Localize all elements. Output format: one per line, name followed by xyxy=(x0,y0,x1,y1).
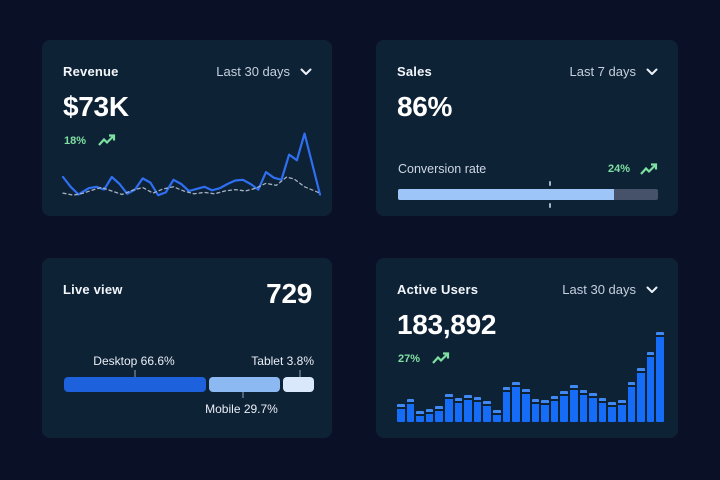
chart-bar xyxy=(637,368,645,422)
active-users-range-label: Last 30 days xyxy=(562,282,636,297)
chart-bar xyxy=(598,397,607,422)
chart-bar xyxy=(579,389,588,422)
revenue-card: Revenue Last 30 days $73K 18% xyxy=(42,40,332,216)
chart-bar xyxy=(560,390,568,422)
sales-card-header: Sales Last 7 days xyxy=(376,40,678,79)
conversion-progress-fill xyxy=(398,189,614,200)
conversion-progress-bar xyxy=(398,181,658,208)
device-guide-ticks-top xyxy=(64,368,314,377)
active-users-range-dropdown[interactable]: Last 30 days xyxy=(562,282,658,297)
live-view-card-title: Live view xyxy=(63,282,123,297)
sales-value: 86% xyxy=(397,91,453,122)
mobile-share-label: Mobile 29.7% xyxy=(205,402,278,416)
conversion-rate-block: Conversion rate 24% xyxy=(398,162,658,208)
chart-bar xyxy=(627,381,636,422)
chart-bar xyxy=(646,351,655,422)
chart-bar xyxy=(512,382,520,422)
chevron-down-icon xyxy=(300,68,312,75)
mobile-segment xyxy=(208,377,280,392)
active-users-delta-value: 27% xyxy=(398,352,421,365)
sales-delta-value: 24% xyxy=(607,163,630,175)
trending-up-icon xyxy=(98,134,116,147)
revenue-line-svg xyxy=(61,132,322,197)
chart-bar xyxy=(435,405,444,422)
chart-bar xyxy=(589,393,597,422)
chart-bar xyxy=(454,397,463,422)
active-users-bar-chart xyxy=(397,330,665,422)
live-view-card: Live view 729 Desktop 66.6% Tablet 3.8% … xyxy=(42,258,332,438)
chart-bar xyxy=(493,410,501,422)
progress-marker-top xyxy=(548,181,551,186)
chart-bar xyxy=(397,404,405,422)
desktop-segment xyxy=(64,377,206,392)
device-bottom-labels: Mobile 29.7% xyxy=(64,402,314,416)
progress-marker-bottom xyxy=(548,203,551,208)
chart-bar xyxy=(608,402,617,422)
line-series-previous xyxy=(62,176,321,196)
chevron-down-icon xyxy=(646,68,658,75)
chart-bar xyxy=(502,386,511,422)
revenue-line-chart xyxy=(61,124,322,202)
chart-bar xyxy=(464,395,472,422)
line-series-current xyxy=(61,132,322,197)
live-view-value: 729 xyxy=(266,278,312,309)
trending-up-icon xyxy=(640,162,658,175)
chart-bar xyxy=(656,332,665,422)
desktop-share-label: Desktop 66.6% xyxy=(93,354,175,368)
revenue-value: $73K xyxy=(63,91,129,122)
active-users-value: 183,892 xyxy=(397,309,497,340)
revenue-card-header: Revenue Last 30 days xyxy=(42,40,332,79)
tablet-share-label: Tablet 3.8% xyxy=(251,354,314,368)
active-users-card: Active Users Last 30 days 183,892 27% xyxy=(376,258,678,438)
chart-bar xyxy=(521,388,530,422)
tablet-segment xyxy=(282,377,314,392)
revenue-range-dropdown[interactable]: Last 30 days xyxy=(216,64,312,79)
chart-bar xyxy=(473,396,482,422)
chart-bar xyxy=(550,395,559,422)
tablet-guide-tick xyxy=(299,370,301,377)
chart-bar xyxy=(618,399,626,422)
chart-bar xyxy=(406,398,415,422)
sales-range-label: Last 7 days xyxy=(569,64,637,79)
revenue-range-label: Last 30 days xyxy=(216,64,290,79)
chart-bar xyxy=(569,385,578,422)
device-segmented-bar xyxy=(64,377,314,392)
sales-range-dropdown[interactable]: Last 7 days xyxy=(570,64,659,79)
active-users-card-header: Active Users Last 30 days xyxy=(376,258,678,297)
device-top-labels: Desktop 66.6% Tablet 3.8% xyxy=(64,354,314,368)
chart-bar xyxy=(541,400,549,422)
sales-card-title: Sales xyxy=(397,64,432,79)
chart-bar xyxy=(483,401,492,422)
active-users-delta: 27% xyxy=(376,339,678,365)
revenue-delta-value: 18% xyxy=(64,134,87,147)
device-guide-ticks-bottom xyxy=(64,392,314,400)
sales-card: Sales Last 7 days 86% Conversion rate 24… xyxy=(376,40,678,216)
live-view-card-header: Live view 729 xyxy=(42,258,332,308)
chart-bar xyxy=(531,398,540,422)
chevron-down-icon xyxy=(646,286,658,293)
desktop-guide-tick xyxy=(134,370,136,377)
revenue-card-title: Revenue xyxy=(63,64,119,79)
chart-bar xyxy=(445,394,453,422)
chart-bar xyxy=(425,409,434,422)
conversion-rate-header: Conversion rate 24% xyxy=(398,162,658,176)
active-users-card-title: Active Users xyxy=(397,282,479,297)
chart-bar xyxy=(416,411,424,422)
mobile-guide-tick xyxy=(241,392,244,398)
trending-up-icon xyxy=(432,352,450,365)
revenue-delta: 18% xyxy=(42,121,332,147)
device-breakdown-chart: Desktop 66.6% Tablet 3.8% Mobile 29.7% xyxy=(64,354,314,416)
conversion-rate-label: Conversion rate xyxy=(398,162,487,176)
sales-delta: 24% xyxy=(607,162,658,176)
